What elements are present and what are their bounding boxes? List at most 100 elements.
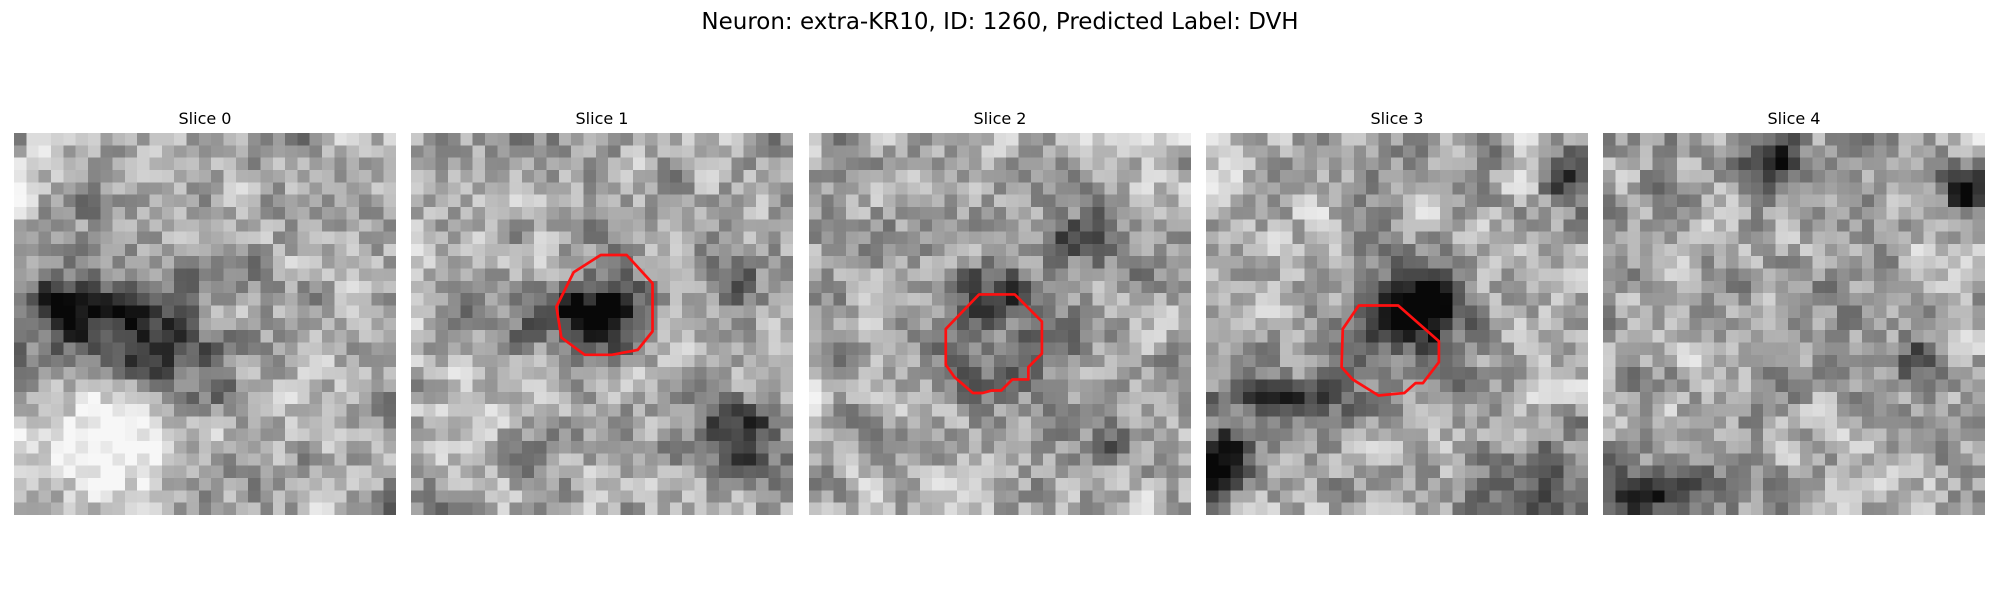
pixel [645,355,658,368]
pixel [945,232,958,245]
pixel [1280,145,1293,158]
pixel [1812,478,1825,491]
pixel [1751,367,1764,380]
pixel [1788,355,1801,368]
pixel [1923,244,1936,257]
pixel [1006,195,1019,208]
pixel [1055,490,1068,503]
pixel [1068,256,1081,269]
pixel [1800,281,1813,294]
pixel [1031,453,1044,466]
pixel [1305,145,1318,158]
pixel [1751,330,1764,343]
pixel [1776,392,1789,405]
pixel [1615,330,1628,343]
pixel [1006,355,1019,368]
pixel [1305,182,1318,195]
pixel [719,416,732,429]
pixel [1800,453,1813,466]
pixel [260,441,273,454]
pixel [1763,330,1776,343]
pixel [1886,306,1899,319]
pixel [310,207,323,220]
pixel [162,441,175,454]
pixel [1751,207,1764,220]
pixel [1874,416,1887,429]
pixel [1973,503,1985,515]
pixel [1936,158,1949,171]
pixel [1973,232,1985,245]
pixel [1726,429,1739,442]
pixel [1166,269,1179,282]
pixel [485,453,498,466]
pixel [781,170,793,183]
pixel [547,256,560,269]
pixel [846,256,859,269]
pixel [633,281,646,294]
pixel [781,281,793,294]
pixel [1739,503,1752,515]
pixel [384,392,396,405]
pixel [633,490,646,503]
pixel [1514,158,1527,171]
pixel [871,133,884,146]
pixel [584,170,597,183]
pixel [1043,367,1056,380]
pixel [211,219,224,232]
pixel [1354,453,1367,466]
pixel [969,207,982,220]
pixel [1305,244,1318,257]
pixel [707,318,720,331]
pixel [608,133,621,146]
pixel [1652,306,1665,319]
pixel [883,281,896,294]
pixel [821,219,834,232]
pixel [1317,416,1330,429]
pixel [260,256,273,269]
pixel [932,453,945,466]
pixel [1628,256,1641,269]
pixel [1428,281,1441,294]
pixel [1726,244,1739,257]
pixel [1452,145,1465,158]
pixel [436,207,449,220]
pixel [1502,490,1515,503]
pixel [1068,490,1081,503]
pixel [1231,170,1244,183]
pixel [1837,453,1850,466]
pixel [460,503,473,515]
pixel [1837,133,1850,146]
pixel [534,182,547,195]
pixel [1391,269,1404,282]
pixel [26,416,39,429]
pixel [1428,145,1441,158]
pixel [1428,503,1441,515]
pixel [682,367,695,380]
pixel [1366,355,1379,368]
pixel [883,256,896,269]
pixel [522,379,535,392]
pixel [187,232,200,245]
pixel [670,478,683,491]
pixel [497,416,510,429]
pixel [1948,318,1961,331]
pixel [1243,256,1256,269]
pixel [460,244,473,257]
pixel [1105,503,1118,515]
pixel [596,318,609,331]
pixel [39,453,52,466]
pixel [1403,453,1416,466]
pixel [334,232,347,245]
pixel [1166,293,1179,306]
pixel [1018,256,1031,269]
pixel [1317,466,1330,479]
pixel [100,330,113,343]
pixel [460,281,473,294]
pixel [1179,355,1191,368]
pixel [1489,195,1502,208]
pixel [322,392,335,405]
pixel [1317,392,1330,405]
pixel [1440,269,1453,282]
pixel [620,416,633,429]
pixel [485,182,498,195]
